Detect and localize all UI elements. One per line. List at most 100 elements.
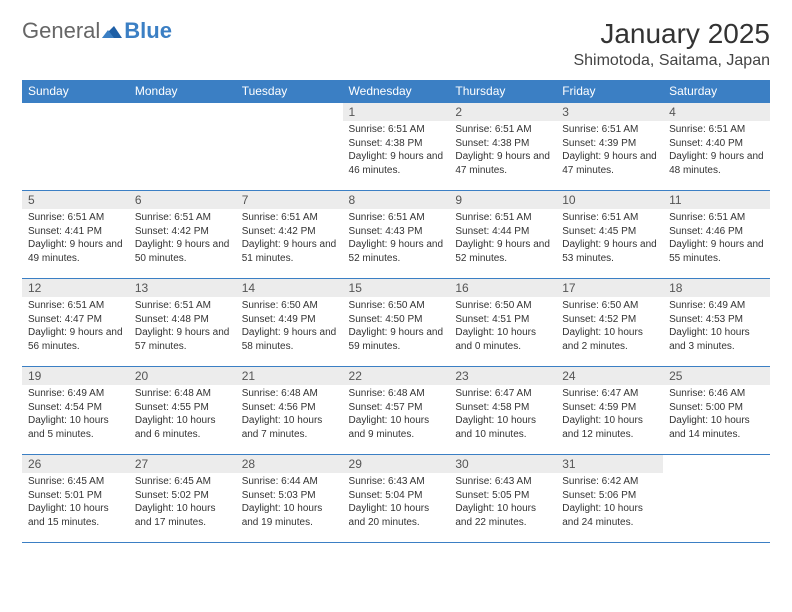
sunrise-line: Sunrise: 6:45 AM: [28, 475, 123, 489]
calendar-day-cell: 12Sunrise: 6:51 AMSunset: 4:47 PMDayligh…: [22, 279, 129, 367]
sunset-line: Sunset: 4:42 PM: [135, 225, 230, 239]
daylight-line: Daylight: 10 hours and 6 minutes.: [135, 414, 230, 441]
sunset-line: Sunset: 4:41 PM: [28, 225, 123, 239]
calendar-day-cell: 19Sunrise: 6:49 AMSunset: 4:54 PMDayligh…: [22, 367, 129, 455]
day-number: 1: [343, 103, 450, 121]
day-body: Sunrise: 6:48 AMSunset: 4:55 PMDaylight:…: [129, 385, 236, 445]
day-number: 7: [236, 191, 343, 209]
daylight-line: Daylight: 10 hours and 7 minutes.: [242, 414, 337, 441]
day-body: Sunrise: 6:43 AMSunset: 5:04 PMDaylight:…: [343, 473, 450, 533]
sunset-line: Sunset: 4:56 PM: [242, 401, 337, 415]
calendar-day-cell: 7Sunrise: 6:51 AMSunset: 4:42 PMDaylight…: [236, 191, 343, 279]
day-number: 20: [129, 367, 236, 385]
calendar-week-row: 19Sunrise: 6:49 AMSunset: 4:54 PMDayligh…: [22, 367, 770, 455]
day-body: Sunrise: 6:51 AMSunset: 4:47 PMDaylight:…: [22, 297, 129, 357]
calendar-day-cell: 27Sunrise: 6:45 AMSunset: 5:02 PMDayligh…: [129, 455, 236, 543]
day-number: 29: [343, 455, 450, 473]
daylight-line: Daylight: 9 hours and 58 minutes.: [242, 326, 337, 353]
sunrise-line: Sunrise: 6:51 AM: [349, 211, 444, 225]
sunset-line: Sunset: 5:05 PM: [455, 489, 550, 503]
weekday-header: Monday: [129, 80, 236, 103]
sunset-line: Sunset: 5:06 PM: [562, 489, 657, 503]
sunset-line: Sunset: 4:57 PM: [349, 401, 444, 415]
daylight-line: Daylight: 10 hours and 0 minutes.: [455, 326, 550, 353]
day-body: Sunrise: 6:50 AMSunset: 4:51 PMDaylight:…: [449, 297, 556, 357]
day-body: Sunrise: 6:45 AMSunset: 5:02 PMDaylight:…: [129, 473, 236, 533]
sunrise-line: Sunrise: 6:51 AM: [28, 211, 123, 225]
calendar-day-cell: [22, 103, 129, 191]
daylight-line: Daylight: 10 hours and 2 minutes.: [562, 326, 657, 353]
day-number: 3: [556, 103, 663, 121]
calendar-day-cell: 9Sunrise: 6:51 AMSunset: 4:44 PMDaylight…: [449, 191, 556, 279]
day-number: 21: [236, 367, 343, 385]
weekday-header: Friday: [556, 80, 663, 103]
sunset-line: Sunset: 4:38 PM: [349, 137, 444, 151]
day-number: 14: [236, 279, 343, 297]
sunrise-line: Sunrise: 6:47 AM: [562, 387, 657, 401]
sunset-line: Sunset: 4:46 PM: [669, 225, 764, 239]
day-body: Sunrise: 6:50 AMSunset: 4:50 PMDaylight:…: [343, 297, 450, 357]
day-body: Sunrise: 6:51 AMSunset: 4:41 PMDaylight:…: [22, 209, 129, 269]
sunrise-line: Sunrise: 6:51 AM: [455, 123, 550, 137]
sunset-line: Sunset: 4:43 PM: [349, 225, 444, 239]
calendar-day-cell: 10Sunrise: 6:51 AMSunset: 4:45 PMDayligh…: [556, 191, 663, 279]
sunrise-line: Sunrise: 6:51 AM: [349, 123, 444, 137]
sunset-line: Sunset: 4:51 PM: [455, 313, 550, 327]
day-number: 22: [343, 367, 450, 385]
sunset-line: Sunset: 4:49 PM: [242, 313, 337, 327]
day-body: Sunrise: 6:51 AMSunset: 4:46 PMDaylight:…: [663, 209, 770, 269]
calendar-day-cell: 20Sunrise: 6:48 AMSunset: 4:55 PMDayligh…: [129, 367, 236, 455]
sunset-line: Sunset: 4:54 PM: [28, 401, 123, 415]
day-number: 26: [22, 455, 129, 473]
sunrise-line: Sunrise: 6:51 AM: [562, 211, 657, 225]
daylight-line: Daylight: 10 hours and 14 minutes.: [669, 414, 764, 441]
daylight-line: Daylight: 10 hours and 15 minutes.: [28, 502, 123, 529]
daylight-line: Daylight: 9 hours and 47 minutes.: [455, 150, 550, 177]
day-number: 23: [449, 367, 556, 385]
sunrise-line: Sunrise: 6:51 AM: [669, 123, 764, 137]
sunrise-line: Sunrise: 6:50 AM: [562, 299, 657, 313]
daylight-line: Daylight: 9 hours and 59 minutes.: [349, 326, 444, 353]
weekday-header: Wednesday: [343, 80, 450, 103]
sunrise-line: Sunrise: 6:45 AM: [135, 475, 230, 489]
calendar-day-cell: 15Sunrise: 6:50 AMSunset: 4:50 PMDayligh…: [343, 279, 450, 367]
sunset-line: Sunset: 4:55 PM: [135, 401, 230, 415]
calendar-day-cell: 25Sunrise: 6:46 AMSunset: 5:00 PMDayligh…: [663, 367, 770, 455]
daylight-line: Daylight: 10 hours and 12 minutes.: [562, 414, 657, 441]
sunset-line: Sunset: 4:44 PM: [455, 225, 550, 239]
sunset-line: Sunset: 4:48 PM: [135, 313, 230, 327]
sunset-line: Sunset: 4:52 PM: [562, 313, 657, 327]
day-body: Sunrise: 6:51 AMSunset: 4:45 PMDaylight:…: [556, 209, 663, 269]
daylight-line: Daylight: 10 hours and 5 minutes.: [28, 414, 123, 441]
logo: General Blue: [22, 18, 172, 44]
sunrise-line: Sunrise: 6:46 AM: [669, 387, 764, 401]
month-title: January 2025: [573, 18, 770, 50]
title-block: January 2025 Shimotoda, Saitama, Japan: [573, 18, 770, 70]
day-body: Sunrise: 6:42 AMSunset: 5:06 PMDaylight:…: [556, 473, 663, 533]
day-body: Sunrise: 6:50 AMSunset: 4:49 PMDaylight:…: [236, 297, 343, 357]
day-number: 2: [449, 103, 556, 121]
sunset-line: Sunset: 5:00 PM: [669, 401, 764, 415]
sunrise-line: Sunrise: 6:51 AM: [455, 211, 550, 225]
day-body: Sunrise: 6:51 AMSunset: 4:42 PMDaylight:…: [129, 209, 236, 269]
calendar-day-cell: 24Sunrise: 6:47 AMSunset: 4:59 PMDayligh…: [556, 367, 663, 455]
calendar-week-row: 5Sunrise: 6:51 AMSunset: 4:41 PMDaylight…: [22, 191, 770, 279]
day-number: 6: [129, 191, 236, 209]
calendar-day-cell: [663, 455, 770, 543]
day-body: Sunrise: 6:51 AMSunset: 4:44 PMDaylight:…: [449, 209, 556, 269]
day-number: 18: [663, 279, 770, 297]
sunset-line: Sunset: 4:50 PM: [349, 313, 444, 327]
sunset-line: Sunset: 4:42 PM: [242, 225, 337, 239]
sunset-line: Sunset: 4:38 PM: [455, 137, 550, 151]
day-number: 13: [129, 279, 236, 297]
daylight-line: Daylight: 10 hours and 20 minutes.: [349, 502, 444, 529]
daylight-line: Daylight: 9 hours and 57 minutes.: [135, 326, 230, 353]
daylight-line: Daylight: 9 hours and 52 minutes.: [455, 238, 550, 265]
sunrise-line: Sunrise: 6:50 AM: [349, 299, 444, 313]
sunrise-line: Sunrise: 6:50 AM: [242, 299, 337, 313]
weekday-header-row: SundayMondayTuesdayWednesdayThursdayFrid…: [22, 80, 770, 103]
logo-text-general: General: [22, 18, 100, 44]
day-number: 28: [236, 455, 343, 473]
daylight-line: Daylight: 9 hours and 55 minutes.: [669, 238, 764, 265]
day-body: Sunrise: 6:51 AMSunset: 4:38 PMDaylight:…: [449, 121, 556, 181]
